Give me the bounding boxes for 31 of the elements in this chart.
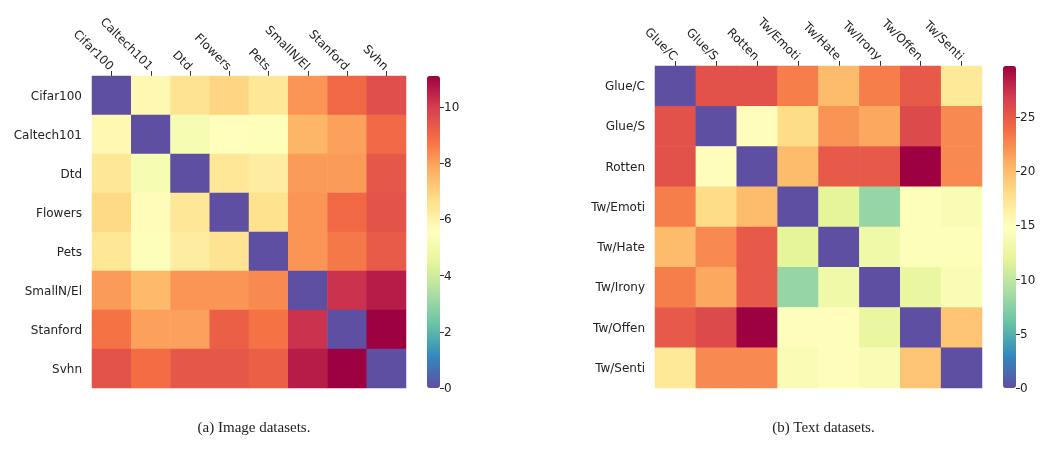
y-tick-label: Flowers	[36, 205, 82, 220]
y-tick-label: Pets	[56, 244, 82, 259]
color-bar-label: 2	[444, 324, 452, 339]
color-bar-label: 25	[1020, 109, 1036, 124]
color-bar-label: 0	[1020, 381, 1028, 395]
y-tick-label: Glue/S	[605, 119, 645, 134]
y-tick-label: Tw/Hate	[596, 240, 645, 255]
y-tick-label: Tw/Irony	[594, 280, 645, 295]
text: (a) Image datasets.	[197, 418, 311, 436]
y-tick-label: Svhn	[52, 361, 82, 376]
y-tick-label: Tw/Offen	[592, 320, 645, 335]
y-tick-label: Caltech101	[13, 127, 82, 142]
color-bar-label: 4	[444, 268, 452, 283]
color-bar-label: 6	[444, 212, 452, 227]
color-bar-label: 0	[444, 381, 452, 395]
y-tick-label: Cifar100	[30, 88, 82, 103]
y-tick-label: Tw/Senti	[594, 360, 645, 375]
y-tick-label: SmallN/El	[24, 283, 82, 298]
x-tick-label: Dtd	[169, 47, 196, 73]
color-bar-label: 5	[1020, 326, 1028, 341]
y-tick-label: Glue/C	[604, 79, 645, 94]
y-tick-label: Rotten	[605, 159, 645, 174]
color-bar-label: 15	[1020, 218, 1036, 233]
text: (b) Text datasets.	[772, 418, 875, 436]
y-tick-label: Stanford	[30, 322, 82, 337]
y-tick-label: Tw/Emoti	[590, 199, 645, 214]
color-bar-label: 10	[444, 99, 460, 114]
color-bar-label: 8	[444, 156, 452, 171]
y-tick-label: Dtd	[60, 166, 82, 181]
color-bar-label: 10	[1020, 272, 1036, 287]
color-bar-label: 20	[1020, 164, 1036, 179]
